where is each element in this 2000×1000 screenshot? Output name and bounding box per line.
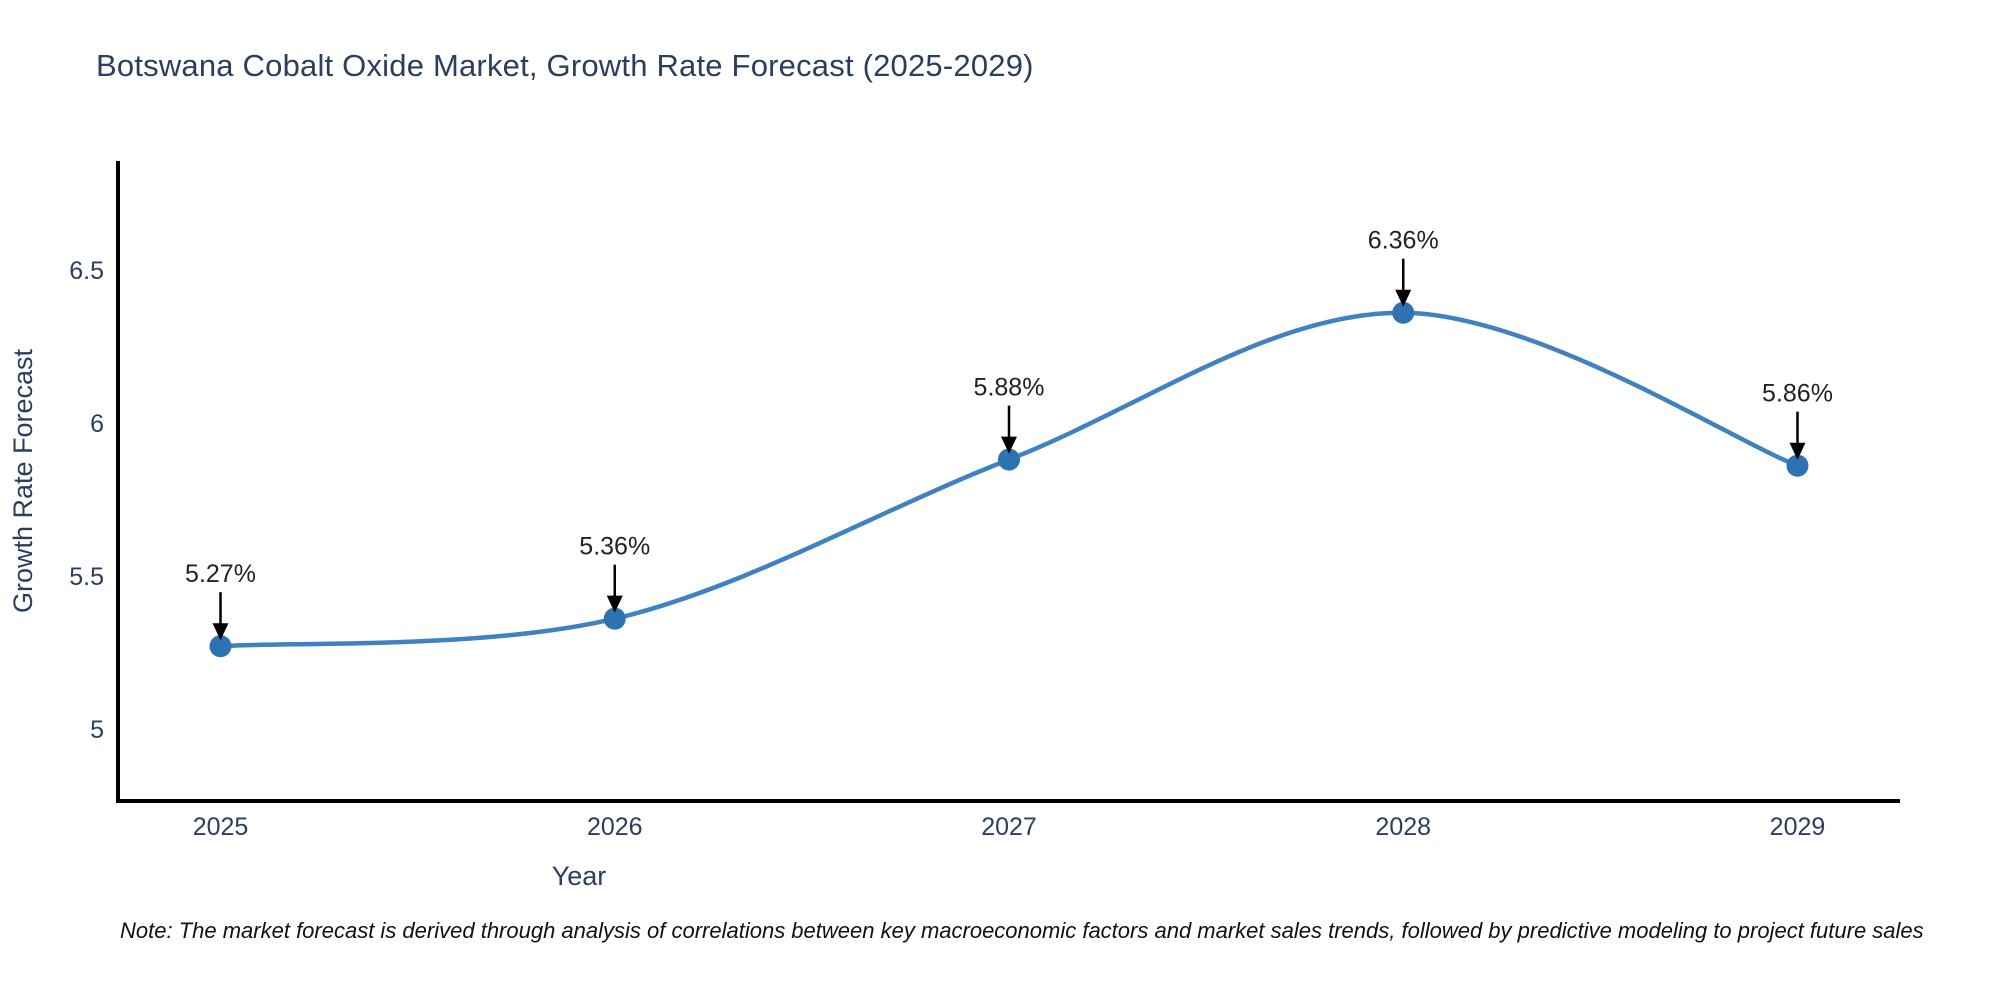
annotation-arrowhead	[212, 623, 229, 641]
x-tick-label: 2028	[1375, 813, 1431, 841]
y-tick-label: 5	[90, 716, 104, 744]
chart-title: Botswana Cobalt Oxide Market, Growth Rat…	[96, 48, 1034, 83]
y-tick-label: 6.5	[69, 257, 104, 285]
annotation-arrowhead	[606, 595, 623, 613]
data-point-marker	[1392, 301, 1415, 324]
annotation-arrowhead	[1789, 442, 1806, 460]
x-tick-label: 2029	[1770, 813, 1826, 841]
data-point-marker	[209, 635, 232, 658]
footnote: Note: The market forecast is derived thr…	[120, 918, 1924, 943]
x-tick-label: 2025	[193, 813, 249, 841]
data-point-marker	[998, 448, 1020, 471]
forecast-line	[218, 310, 1800, 649]
data-point-label: 5.27%	[185, 560, 256, 588]
annotation-arrowhead	[1001, 436, 1017, 454]
y-tick-label: 6	[90, 410, 104, 438]
x-axis-title: Year	[552, 861, 607, 891]
data-point-label: 5.36%	[579, 533, 650, 561]
y-axis-title: Growth Rate Forecast	[8, 348, 38, 613]
data-point-label: 6.36%	[1368, 227, 1439, 255]
annotation-arrowhead	[1395, 289, 1412, 307]
data-point-marker	[1786, 454, 1809, 477]
x-tick-label: 2026	[587, 813, 643, 841]
data-point-label: 5.88%	[974, 374, 1045, 402]
data-point-label: 5.86%	[1762, 380, 1833, 408]
data-point-marker	[603, 607, 626, 630]
y-tick-label: 5.5	[69, 563, 104, 591]
x-tick-label: 2027	[981, 813, 1037, 841]
